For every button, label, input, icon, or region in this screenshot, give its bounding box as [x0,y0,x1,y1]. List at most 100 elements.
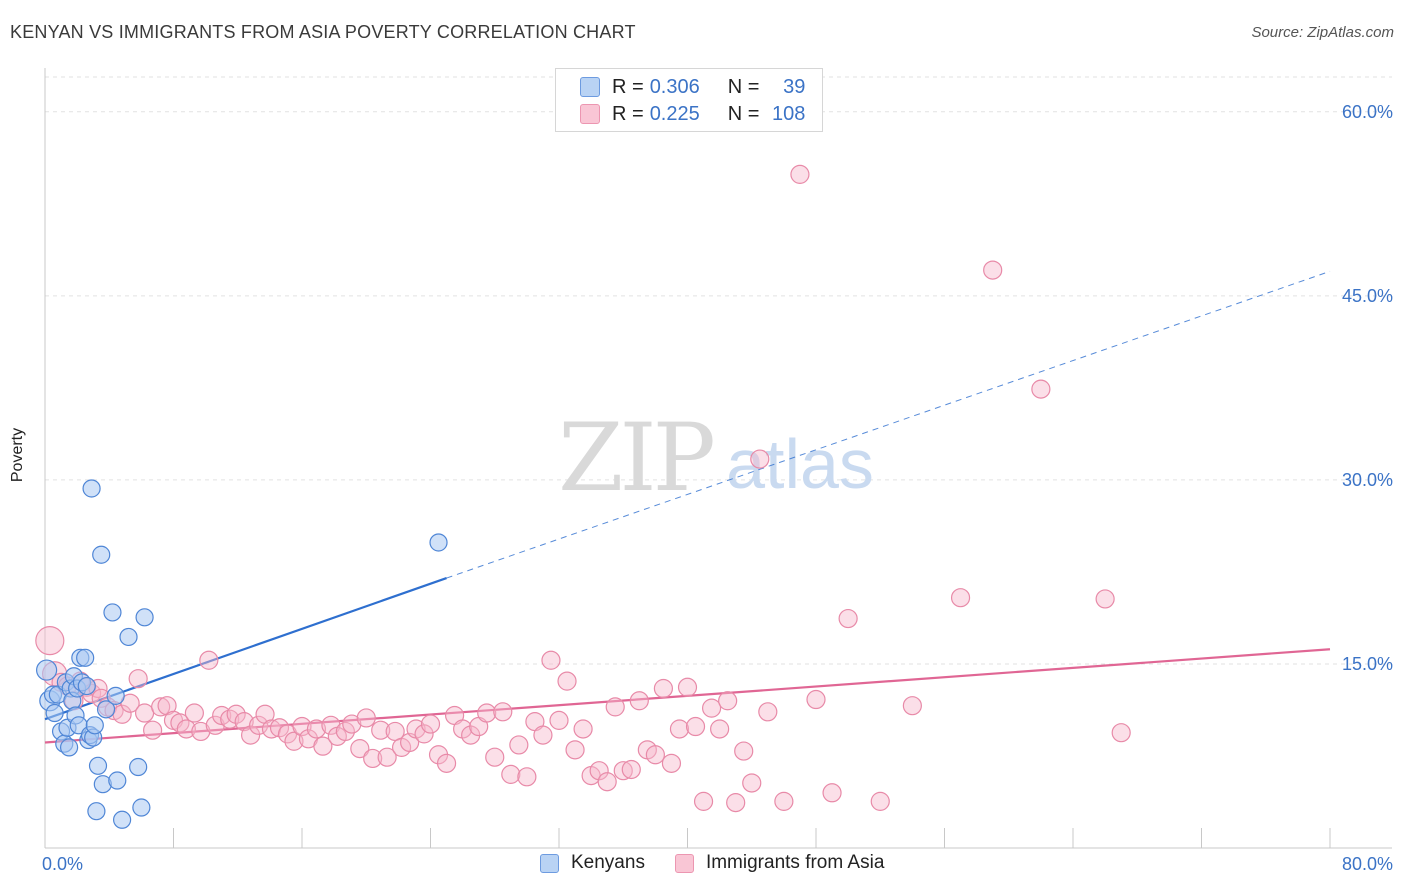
asia-point [363,748,383,769]
legend-n-label: N = [727,102,760,125]
bottom-legend-swatch-asia [674,853,694,873]
y-tick-label: 60.0% [1342,102,1393,122]
asia-point [184,703,204,723]
x-tick-labels: 0.0% 80.0% [42,854,1393,874]
asia-point [350,739,370,759]
legend-r-label: R = [612,75,644,98]
asia-point [653,678,674,699]
legend-swatch-kenyans [580,77,600,97]
legend-r-value-kenyans: 0.306 [649,75,700,98]
y-tick-label: 30.0% [1342,470,1393,490]
asia-point [726,793,746,813]
asia-point [661,753,682,773]
kenyan-point [77,676,96,696]
asia-point [589,761,609,781]
kenyan-point [82,479,101,498]
bottom-legend-label-kenyans: Kenyans [571,852,645,873]
asia-point [143,720,163,740]
asia-point [983,260,1003,280]
asia-point [35,626,65,656]
asia-point [226,704,246,724]
asia-point [414,724,434,744]
asia-point [621,759,641,780]
asia-point [220,709,240,729]
asia-point [436,753,457,773]
asia-point [249,715,269,735]
asia-point [605,697,625,717]
kenyan-point [87,802,106,821]
asia-point [128,669,148,689]
asia-point [509,735,529,755]
asia-point [573,719,593,739]
asia-point [790,164,810,184]
asia-point [806,689,826,710]
kenyan-point [96,700,116,719]
watermark-atlas: atlas [726,425,874,503]
kenyan-point [108,771,127,790]
legend-n-value-kenyans: 39 [783,75,806,98]
asia-point [477,703,497,723]
asia-point [685,716,706,737]
bottom-legend-label-asia: Immigrants from Asia [705,852,885,873]
asia-point [134,703,155,723]
asia-point [199,650,219,670]
asia-point [645,745,665,765]
legend-n-value-asia: 108 [772,102,806,125]
asia-point [191,721,211,742]
asia-point [838,608,858,629]
kenyan-point [36,659,58,681]
kenyans-trend-extension [446,270,1331,579]
bottom-legend: Kenyans Immigrants from Asia [540,852,914,874]
bottom-legend-asia[interactable]: Immigrants from Asia [674,852,885,874]
kenyan-point [135,608,154,627]
asia-point [822,783,842,803]
asia-point [377,747,397,767]
asia-point [758,702,778,722]
asia-point [313,736,333,756]
x-tick-label: 0.0% [42,854,83,874]
asia-point [533,725,553,745]
asia-point [342,714,362,734]
legend-box: R = 0.306 N = 39 R = 0.225 N = 108 [555,68,823,132]
legend-row-kenyans: R = 0.306 N = 39 [580,74,805,100]
asia-point [669,719,690,739]
kenyan-point [119,627,138,647]
asia-point [710,719,730,739]
kenyan-point [85,716,104,735]
bottom-legend-kenyans[interactable]: Kenyans [540,852,645,874]
asia-point [950,588,971,608]
legend-swatch-asia [580,104,600,124]
asia-point [306,719,327,739]
asia-point [1111,723,1131,743]
asia-point [1031,379,1051,399]
asia-point [677,677,698,697]
asia-point [718,691,738,711]
legend-r-label: R = [612,102,644,125]
asia-point [541,650,561,670]
kenyan-point [45,703,64,723]
asia-point [557,671,577,691]
kenyan-point [106,686,125,705]
asia-point [485,747,505,767]
kenyan-point [59,738,79,757]
chart-title: KENYAN VS IMMIGRANTS FROM ASIA POVERTY C… [10,22,636,42]
legend-n-label: N = [727,75,760,98]
asia-point [292,716,312,737]
kenyan-point [103,603,122,622]
asia-point [493,702,513,722]
asia-point [335,721,355,742]
asia-point [701,698,722,718]
asia-point [870,791,890,811]
asia-point [517,767,537,787]
asia-point [241,725,261,745]
asia-point [205,715,225,735]
watermark-zip: ZIP [558,404,712,513]
axes [44,68,1392,849]
asia-point [176,719,196,739]
source-label: Source: ZipAtlas.com [1251,24,1394,41]
y-tick-labels: 15.0% 30.0% 45.0% 60.0% [1342,102,1393,674]
asia-point [734,741,754,761]
asia-point [629,691,649,711]
asia-point [151,697,171,717]
